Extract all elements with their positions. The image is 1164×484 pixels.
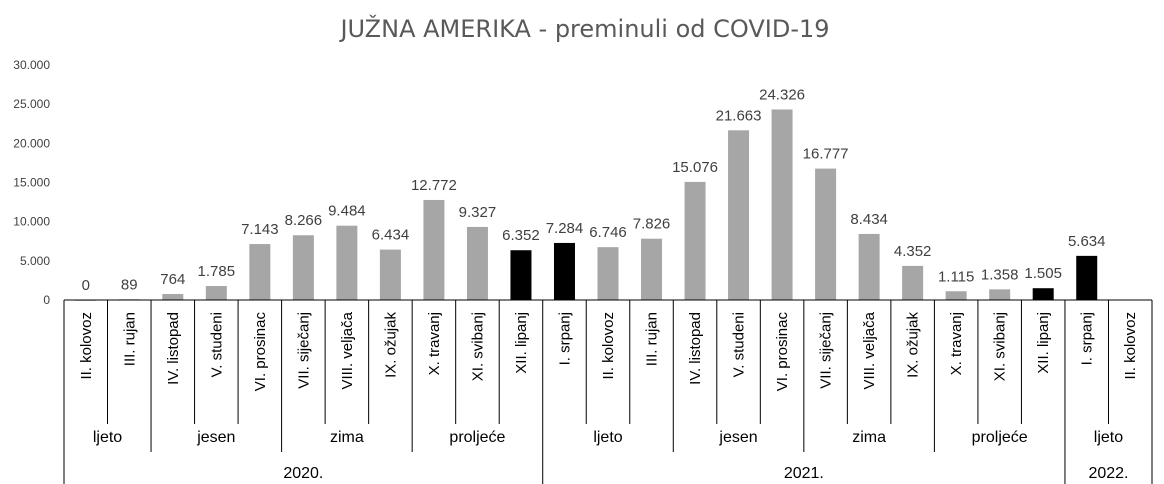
bar <box>771 109 793 300</box>
category-label: VIII. veljača <box>861 311 878 389</box>
data-label: 7.284 <box>546 220 584 237</box>
category-label: XI. svibanj <box>469 312 486 381</box>
category-label: XI. svibanj <box>992 312 1009 381</box>
data-label: 12.772 <box>411 177 457 194</box>
category-label: IX. ožujak <box>905 312 922 378</box>
year-label: 2022. <box>1088 465 1128 482</box>
data-label: 764 <box>160 271 185 288</box>
data-label: 0 <box>82 277 90 294</box>
season-label: zima <box>852 429 886 446</box>
year-label: 2021. <box>784 465 824 482</box>
category-label: VI. prosinac <box>774 312 791 392</box>
bar <box>815 168 837 300</box>
category-label: IV. listopad <box>687 312 704 385</box>
bar <box>1076 255 1098 300</box>
season-label: ljeto <box>93 429 122 446</box>
bar <box>249 244 271 300</box>
bar <box>945 291 967 300</box>
data-label: 89 <box>121 276 138 293</box>
season-label: ljeto <box>593 429 622 446</box>
bars <box>75 109 1098 301</box>
y-tick-label: 25.000 <box>13 97 50 111</box>
category-label: VII. siječanj <box>818 312 835 389</box>
category-label: V. studeni <box>731 312 748 377</box>
category-label: X. travanj <box>426 312 443 375</box>
data-labels: 0 89 764 1.785 7.143 8.266 9.484 6.434 12.7729.3… <box>82 86 1106 294</box>
y-axis: 0 5.000 10.000 15.000 20.000 25.000 30.000 <box>13 58 50 307</box>
category-label: III. rujan <box>644 312 661 366</box>
y-tick-label: 15.000 <box>13 176 50 190</box>
bar <box>423 199 445 300</box>
category-label: VII. siječanj <box>295 312 312 389</box>
data-label: 1.785 <box>198 263 236 280</box>
bar <box>162 294 184 300</box>
category-label: I. srpanj <box>1079 312 1096 365</box>
season-label: proljeće <box>449 429 505 446</box>
category-label: I. srpanj <box>556 312 573 365</box>
y-tick-label: 5.000 <box>20 254 50 268</box>
data-label: 6.352 <box>502 227 540 244</box>
data-label: 4.352 <box>894 243 932 260</box>
data-label: 8.266 <box>285 212 323 229</box>
data-label: 6.434 <box>372 227 410 244</box>
chart-title: JUŽNA AMERIKA - preminuli od COVID-19 <box>338 14 829 43</box>
y-tick-label: 20.000 <box>13 136 50 150</box>
season-label: jesen <box>718 429 757 446</box>
bar <box>728 130 750 300</box>
bar <box>466 226 488 300</box>
data-label: 15.076 <box>672 159 718 176</box>
data-label: 9.327 <box>459 204 497 221</box>
y-tick-label: 10.000 <box>13 215 50 229</box>
bar <box>553 242 575 300</box>
data-label: 16.777 <box>803 146 849 163</box>
year-label: 2020. <box>283 465 323 482</box>
bar <box>858 233 880 300</box>
y-tick-label: 0 <box>43 293 50 307</box>
data-label: 9.484 <box>328 203 366 220</box>
bar <box>902 265 924 300</box>
category-label: III. rujan <box>121 312 138 366</box>
season-label: zima <box>330 429 364 446</box>
category-label: XII. lipanj <box>1035 312 1052 374</box>
bar <box>292 235 314 300</box>
category-label: X. travanj <box>948 312 965 375</box>
category-axis: II. kolovoz III. rujan IV. listopad V. stud… <box>63 299 1153 484</box>
data-label: 1.505 <box>1024 265 1062 282</box>
category-label: V. studeni <box>208 312 225 377</box>
bar <box>641 238 663 300</box>
bar <box>205 286 227 300</box>
data-label: 7.143 <box>241 221 279 238</box>
season-label: proljeće <box>972 429 1028 446</box>
category-label: VI. prosinac <box>252 312 269 392</box>
data-label: 7.826 <box>633 216 671 233</box>
bar <box>336 225 358 300</box>
category-label: XII. lipanj <box>513 312 530 374</box>
data-label: 6.746 <box>589 224 627 241</box>
bar <box>379 249 401 300</box>
data-label: 8.434 <box>850 211 888 228</box>
data-label: 21.663 <box>716 107 762 124</box>
data-label: 24.326 <box>759 86 805 103</box>
data-label: 1.115 <box>938 268 974 285</box>
bar <box>684 181 706 300</box>
category-label: IX. ožujak <box>382 312 399 378</box>
season-label: jesen <box>196 429 235 446</box>
bar <box>989 289 1011 300</box>
category-label: II. kolovoz <box>600 312 617 380</box>
bar <box>510 250 532 300</box>
category-label: II. kolovoz <box>1122 312 1139 380</box>
category-label: VIII. veljača <box>339 311 356 389</box>
season-label: ljeto <box>1094 429 1123 446</box>
data-label: 5.634 <box>1068 233 1106 250</box>
bar <box>597 247 619 300</box>
bar <box>1032 288 1054 300</box>
category-label: II. kolovoz <box>78 312 95 380</box>
y-tick-label: 30.000 <box>13 58 50 72</box>
category-label: IV. listopad <box>165 312 182 385</box>
data-label: 1.358 <box>981 266 1019 283</box>
